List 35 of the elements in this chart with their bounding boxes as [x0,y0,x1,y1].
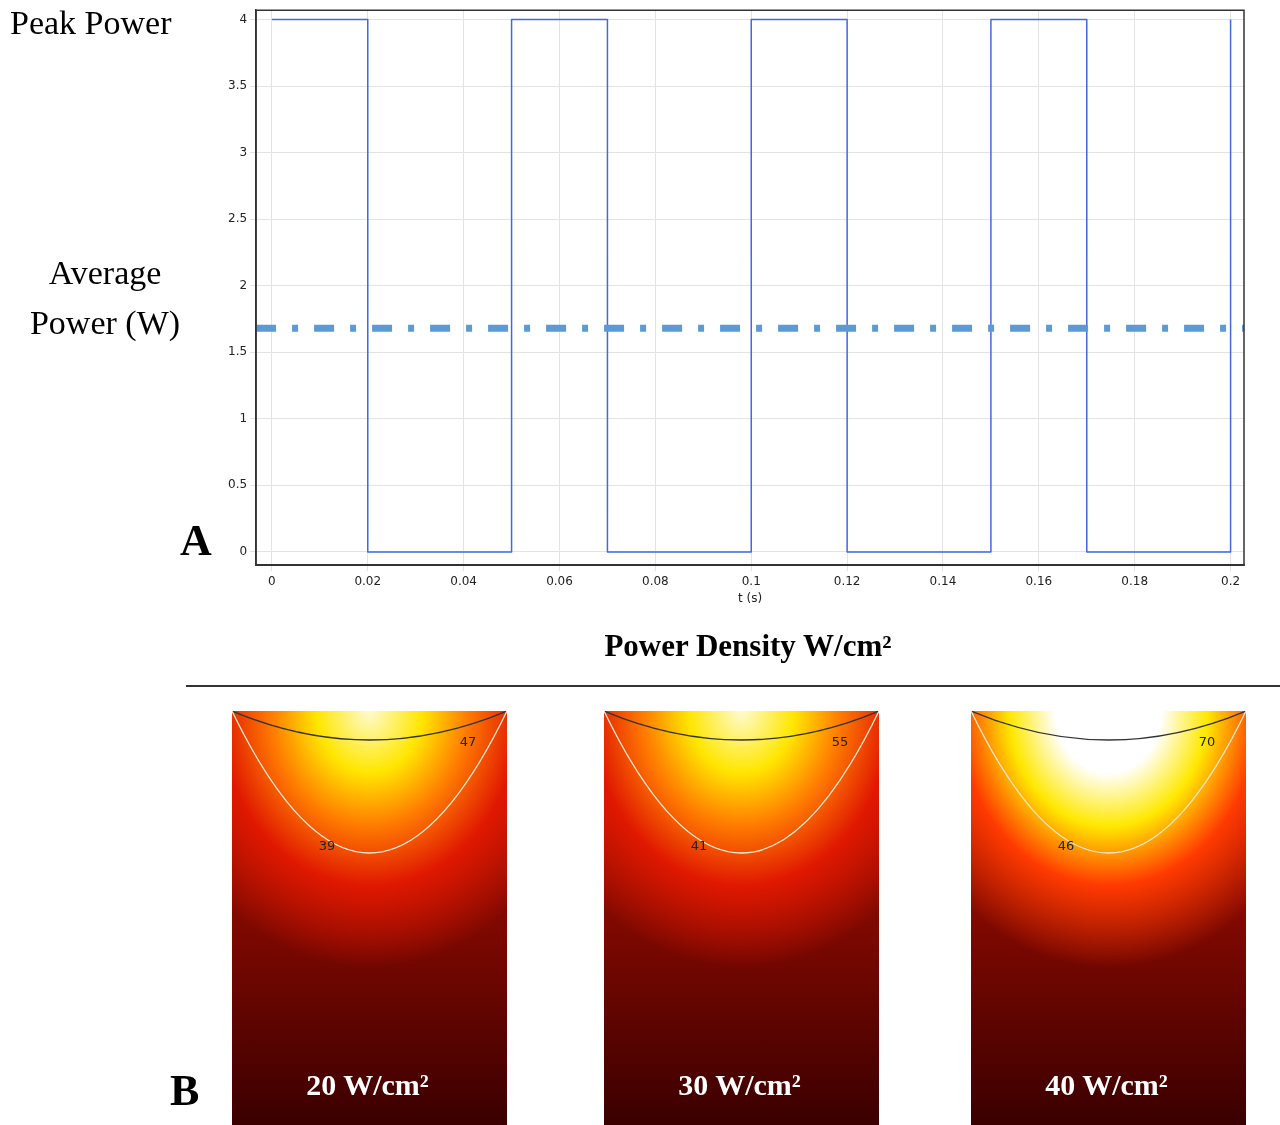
x-tick-label: 0.04 [450,573,477,588]
x-tick-label: 0.18 [1121,573,1149,588]
y-tick-label: 3.5 [227,78,248,93]
x-tick-label: 0.1 [741,573,761,588]
text: 20 W/cm² [306,1068,429,1102]
text: 55 [831,733,849,749]
y-tick-label: 1.5 [227,344,248,359]
y-tick-label: 0 [239,544,248,559]
text: Peak Power [10,4,172,42]
x-tick-label: 0.02 [354,573,382,588]
x-tick-label: 0 [268,573,276,588]
text: 47 [459,733,477,749]
x-tick-label: 0.08 [642,573,669,588]
x-tick-label: 0.06 [546,573,573,588]
text: 46 [1057,837,1075,853]
text: Power Density W/cm² [603,628,893,664]
y-tick-label: 1 [239,410,248,425]
y-tick-label: 3 [239,144,248,159]
y-tick-label: 2.5 [227,211,248,226]
text: B [170,1065,200,1116]
x-tick-label: 0.16 [1025,573,1053,588]
x-tick-label: 0.12 [833,573,861,588]
y-tick-label: 2 [239,277,248,292]
x-tick-label: 0.14 [929,573,957,588]
text: 40 W/cm² [1045,1068,1168,1102]
text: A [180,515,212,567]
text: 30 W/cm² [678,1068,801,1102]
text: 41 [690,837,708,853]
y-axis-title: Average Power (W) [28,253,182,344]
text: 70 [1198,733,1216,749]
x-axis-title: t (s) [737,590,763,605]
y-tick-label: 0.5 [227,477,248,492]
text: 39 [318,837,336,853]
y-tick-label: 4 [239,11,248,26]
x-tick-label: 0.2 [1221,573,1241,588]
